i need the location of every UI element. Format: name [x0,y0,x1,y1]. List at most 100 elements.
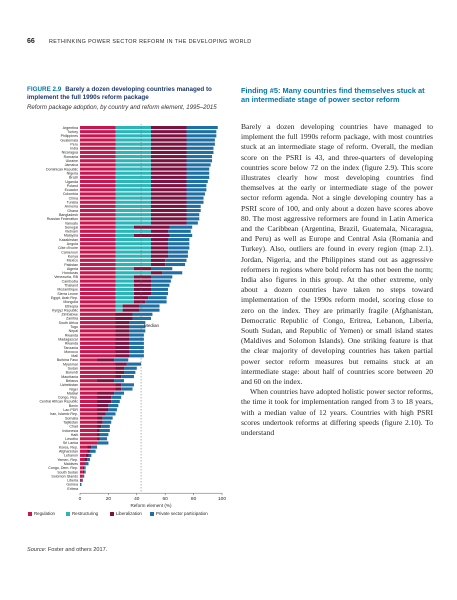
bar-segment [80,441,98,445]
bar-segment [80,304,116,308]
bar-segment [84,470,86,474]
category-label: Philippines [61,134,79,138]
bar-segment [129,329,146,333]
bar-segment [80,300,116,304]
bar-segment [115,383,122,387]
bar-segment [151,250,169,254]
category-label: China [69,196,78,200]
category-label: Niger [69,387,78,391]
bar-segment [151,217,187,221]
bar-segment [80,134,116,138]
bar-segment [115,142,151,146]
bar-segment [80,200,116,204]
category-label: Poland [67,184,78,188]
bar-segment [97,404,109,408]
bar-segment [87,449,90,453]
legend-label: Restructuring [72,511,99,516]
bar-segment [84,466,86,470]
bar-segment [80,213,116,217]
category-label: Sudan [68,367,78,371]
bar-segment [115,213,151,217]
bar-segment [111,399,120,403]
bar-segment [129,354,144,358]
bar-segment [115,150,151,154]
category-label: Ghana [67,209,78,213]
bar-segment [89,449,96,453]
bar-segment [186,134,217,138]
bar-segment [168,242,190,246]
bar-segment [114,379,125,383]
category-label: Nepal [69,329,79,333]
bar-segment [115,233,134,237]
bar-segment [80,312,116,316]
bar-segment [129,325,146,329]
bar-segment [151,213,187,217]
bar-segment [80,188,116,192]
bar-segment [151,142,187,146]
bar-segment [115,155,151,159]
bar-segment [133,287,151,291]
bar-segment [151,188,187,192]
bar-segment [151,204,187,208]
category-label: Thailand [64,284,78,288]
bar-segment [165,258,187,262]
bar-segment [115,292,134,296]
bar-segment [111,395,122,399]
legend-swatch [28,512,32,516]
bar-segment [80,325,116,329]
category-label: Mali [71,354,78,358]
figure-source: Source: Foster and others 2017. [27,547,107,553]
category-label: Côte d'Ivoire [58,246,78,250]
bar-segment [186,188,207,192]
finding-title: Finding #5: Many countries find themselv… [241,86,425,105]
legend-label: Private sector participation [156,511,208,516]
bar-segment [115,287,134,291]
bar-segment [80,395,98,399]
bar-segment [80,267,116,271]
bar-segment [102,416,113,420]
bar-segment [151,200,187,204]
bar-segment [115,271,151,275]
category-label: Tajikistan [63,420,78,424]
category-label: Iran, Islamic Rep. [50,412,78,416]
bar-segment [114,391,125,395]
bar-segment [115,134,151,138]
bar-segment [80,458,85,462]
bar-segment [115,354,130,358]
bar-segment [133,283,151,287]
bar-segment [97,358,115,362]
bar-segment [102,420,112,424]
bar-segment [97,395,112,399]
bar-segment [115,296,134,300]
bar-segment [80,466,83,470]
bar-segment [85,453,89,457]
bar-segment [115,308,123,312]
bar-segment [151,163,187,167]
bar-segment [115,267,134,271]
category-label: Senegal [65,225,78,229]
bar-segment [186,159,213,163]
bar-segment [80,246,116,250]
bar-segment [80,250,116,254]
bar-segment [168,254,188,258]
bar-segment [80,383,116,387]
category-label: Belarus [66,379,78,383]
bar-segment [87,458,90,462]
bar-segment [122,308,140,312]
category-label: Ecuador [65,188,79,192]
bar-segment [115,350,130,354]
bar-segment [186,209,201,213]
bar-segment [129,350,144,354]
bar-segment [168,246,190,250]
bar-segment [115,146,151,150]
bar-segment [124,370,136,374]
bar-segment [80,308,116,312]
bar-segment [80,329,116,333]
bar-segment [80,474,83,478]
bar-segment [133,233,170,237]
bar-segment [186,175,210,179]
bar-segment [186,142,215,146]
category-label: Malaysia [64,234,78,238]
category-label: Zimbabwe [61,313,78,317]
source-text: Foster and others 2017. [47,547,108,553]
